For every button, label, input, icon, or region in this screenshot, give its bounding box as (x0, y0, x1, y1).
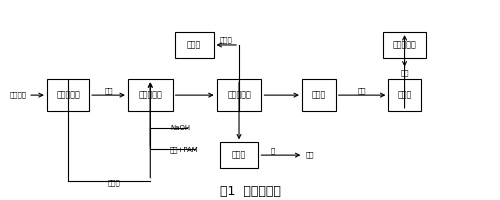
Text: 外运: 外运 (306, 152, 314, 158)
Text: 外排: 外排 (400, 69, 409, 76)
Text: 絮凝反应池: 絮凝反应池 (138, 91, 162, 100)
Text: 聚铝+PAM: 聚铝+PAM (170, 146, 198, 153)
Text: 上清液: 上清液 (108, 180, 120, 186)
Text: 溶气罐: 溶气罐 (187, 40, 202, 49)
Bar (302, 79, 336, 111)
Text: 絮凝: 絮凝 (104, 87, 113, 94)
Text: 砂滤塔: 砂滤塔 (398, 91, 411, 100)
Text: 溶气泵: 溶气泵 (220, 37, 232, 43)
Text: 气浮分离池: 气浮分离池 (227, 91, 251, 100)
Text: 干化箱: 干化箱 (232, 151, 246, 160)
Text: 生产废水: 生产废水 (10, 92, 26, 98)
Bar (128, 79, 172, 111)
Text: 滤: 滤 (270, 147, 274, 154)
Text: 清水池: 清水池 (312, 91, 326, 100)
Text: 调节沉淀池: 调节沉淀池 (56, 91, 80, 100)
Bar (174, 32, 214, 58)
Text: 萃提: 萃提 (358, 87, 366, 94)
Bar (384, 32, 426, 58)
Text: 图1  工艺流程图: 图1 工艺流程图 (220, 185, 280, 198)
Bar (47, 79, 89, 111)
Text: 活性炭吸附: 活性炭吸附 (392, 40, 416, 49)
Text: NaOH: NaOH (170, 125, 190, 131)
Bar (216, 79, 262, 111)
Bar (388, 79, 421, 111)
Bar (220, 142, 258, 168)
